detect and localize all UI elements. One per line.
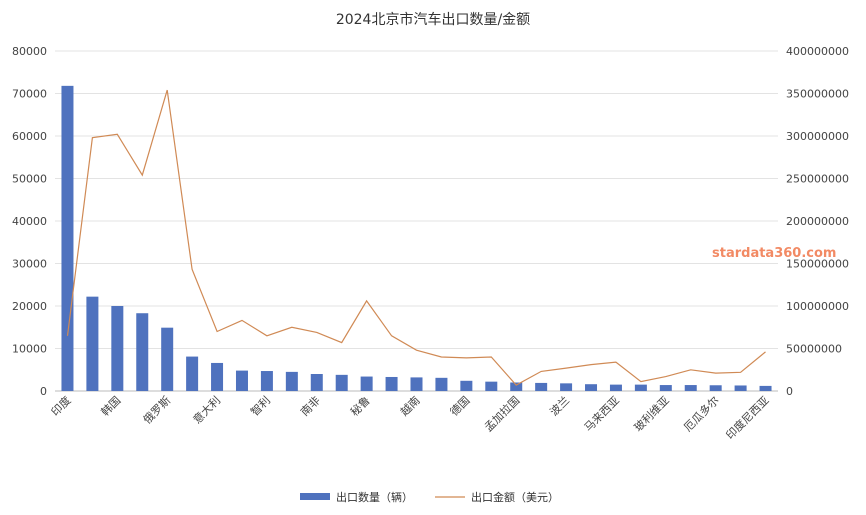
- x-tick-label: 厄瓜多尔: [681, 393, 722, 434]
- bar: [435, 377, 448, 391]
- x-tick-label: 德国: [447, 393, 472, 418]
- right-tick-label: 350000000: [786, 88, 849, 101]
- bar: [211, 362, 224, 391]
- gridlines: [55, 50, 778, 392]
- bar: [759, 385, 772, 391]
- left-tick-label: 50000: [12, 173, 47, 186]
- left-tick-label: 60000: [12, 130, 47, 143]
- bar: [86, 296, 99, 391]
- x-tick-label: 越南: [397, 393, 422, 418]
- bar: [659, 385, 672, 391]
- bar: [634, 384, 647, 391]
- legend-swatch-bar: [300, 493, 330, 500]
- bar: [385, 376, 398, 391]
- line-path: [66, 89, 766, 386]
- legend-label: 出口金额（美元）: [471, 490, 559, 504]
- bar: [734, 385, 747, 391]
- bar: [61, 85, 74, 391]
- right-tick-label: 200000000: [786, 215, 849, 228]
- bar: [609, 384, 622, 391]
- chart-title: 2024北京市汽车出口数量/金额: [336, 11, 530, 28]
- bar: [186, 356, 199, 391]
- bar-series: [61, 85, 772, 391]
- left-tick-label: 10000: [12, 343, 47, 356]
- left-axis: 0 10000 20000 30000 40000 50000 60000 70000 8000…: [12, 45, 47, 398]
- bar: [709, 385, 722, 391]
- bar: [585, 384, 598, 391]
- x-tick-label: 意大利: [190, 393, 223, 426]
- right-tick-label: 300000000: [786, 130, 849, 143]
- x-tick-label: 马来西亚: [582, 394, 622, 434]
- line-series: [66, 89, 766, 386]
- bar: [360, 376, 373, 391]
- x-tick-label: 南非: [298, 394, 323, 419]
- bar: [136, 313, 149, 391]
- bar: [485, 381, 498, 391]
- right-tick-label: 0: [786, 385, 793, 398]
- right-tick-label: 50000000: [786, 343, 842, 356]
- bar: [510, 382, 523, 391]
- bar: [111, 306, 124, 391]
- bar: [235, 370, 248, 391]
- bar: [161, 327, 174, 391]
- left-tick-label: 70000: [12, 88, 47, 101]
- right-tick-label: 100000000: [786, 300, 849, 313]
- x-tick-label: 波兰: [547, 394, 572, 419]
- bar: [310, 374, 323, 391]
- x-tick-label: 智利: [248, 393, 273, 418]
- right-axis: 0 50000000 100000000 150000000 200000000 2500…: [786, 45, 849, 398]
- x-tick-label: 玻利维亚: [632, 394, 672, 434]
- bar: [335, 374, 348, 391]
- bar: [285, 371, 298, 391]
- x-tick-label: 韩国: [98, 393, 123, 418]
- x-tick-label: 孟加拉国: [481, 393, 522, 434]
- legend-label: 出口数量（辆）: [336, 490, 413, 504]
- x-tick-label: 秘鲁: [347, 393, 372, 418]
- bar: [410, 377, 423, 391]
- bar: [684, 385, 697, 391]
- left-tick-label: 80000: [12, 45, 47, 58]
- left-tick-label: 30000: [12, 258, 47, 271]
- left-tick-label: 40000: [12, 215, 47, 228]
- legend: 出口数量（辆） 出口金额（美元）: [300, 490, 559, 504]
- watermark: stardata360.com: [712, 246, 836, 261]
- bar: [535, 382, 548, 391]
- x-tick-label: 印度尼西亚: [723, 393, 772, 442]
- right-tick-label: 250000000: [786, 173, 849, 186]
- x-tick-label: 俄罗斯: [141, 394, 174, 427]
- x-axis-labels: 印度 韩国 俄罗斯 意大利 智利 南非 秘鲁 越南 德国 孟加拉国 波兰 马来西亚 玻利维亚 厄瓜多尔 印度…: [48, 393, 772, 442]
- bar: [460, 380, 473, 391]
- left-tick-label: 0: [40, 385, 47, 398]
- x-tick-label: 印度: [48, 393, 73, 418]
- bar: [260, 371, 273, 391]
- right-tick-label: 150000000: [786, 258, 849, 271]
- left-tick-label: 20000: [12, 300, 47, 313]
- bar: [560, 383, 573, 391]
- right-tick-label: 400000000: [786, 45, 849, 58]
